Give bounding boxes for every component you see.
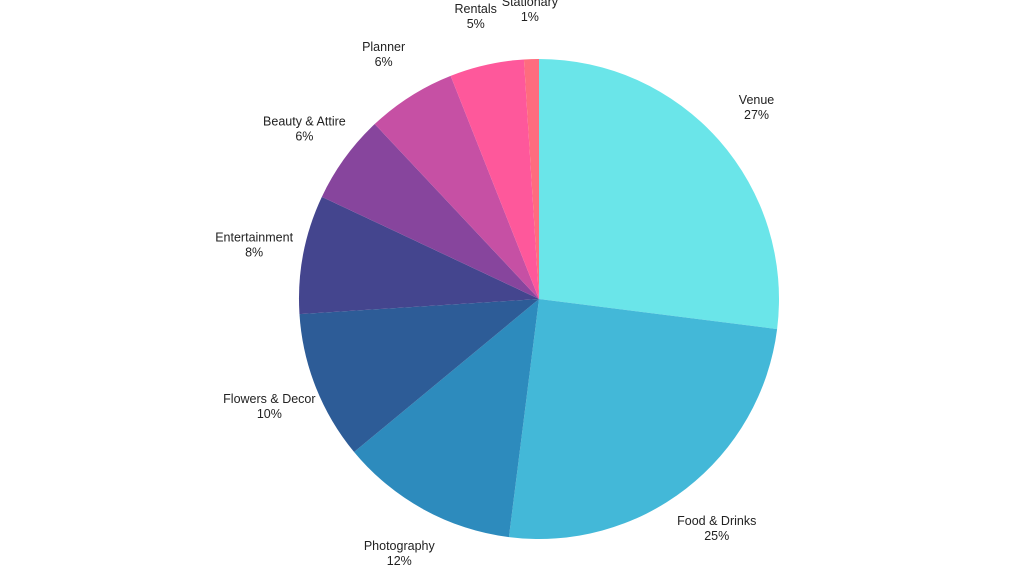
pie-slice-2 — [354, 299, 539, 538]
slice-pct-2: 12% — [387, 554, 412, 568]
pie-slice-3 — [299, 299, 539, 452]
slice-label-5: Beauty & Attire — [263, 115, 346, 129]
slice-label-0: Venue — [739, 93, 775, 107]
slice-pct-1: 25% — [704, 529, 729, 543]
pie-slice-5 — [321, 124, 539, 299]
pie-slice-7 — [450, 59, 539, 299]
slice-pct-5: 6% — [295, 130, 313, 144]
slice-pct-3: 10% — [257, 407, 282, 421]
pie-slices — [299, 59, 779, 539]
slice-label-8: Stationary — [502, 0, 559, 9]
pie-slice-8 — [523, 59, 539, 299]
slice-pct-6: 6% — [375, 55, 393, 69]
slice-pct-8: 1% — [521, 10, 539, 24]
slice-label-3: Flowers & Decor — [223, 392, 315, 406]
pie-slice-4 — [299, 196, 539, 315]
slice-label-4: Entertainment — [215, 231, 293, 245]
slice-pct-7: 5% — [467, 17, 485, 31]
slice-pct-0: 27% — [744, 108, 769, 122]
slice-label-7: Rentals — [455, 2, 497, 16]
slice-label-6: Planner — [362, 40, 405, 54]
pie-slice-1 — [508, 299, 778, 539]
pie-slice-0 — [539, 59, 779, 330]
slice-label-1: Food & Drinks — [677, 514, 756, 528]
slice-label-2: Photography — [364, 539, 436, 553]
slice-pct-4: 8% — [245, 246, 263, 260]
pie-slice-6 — [374, 75, 539, 300]
